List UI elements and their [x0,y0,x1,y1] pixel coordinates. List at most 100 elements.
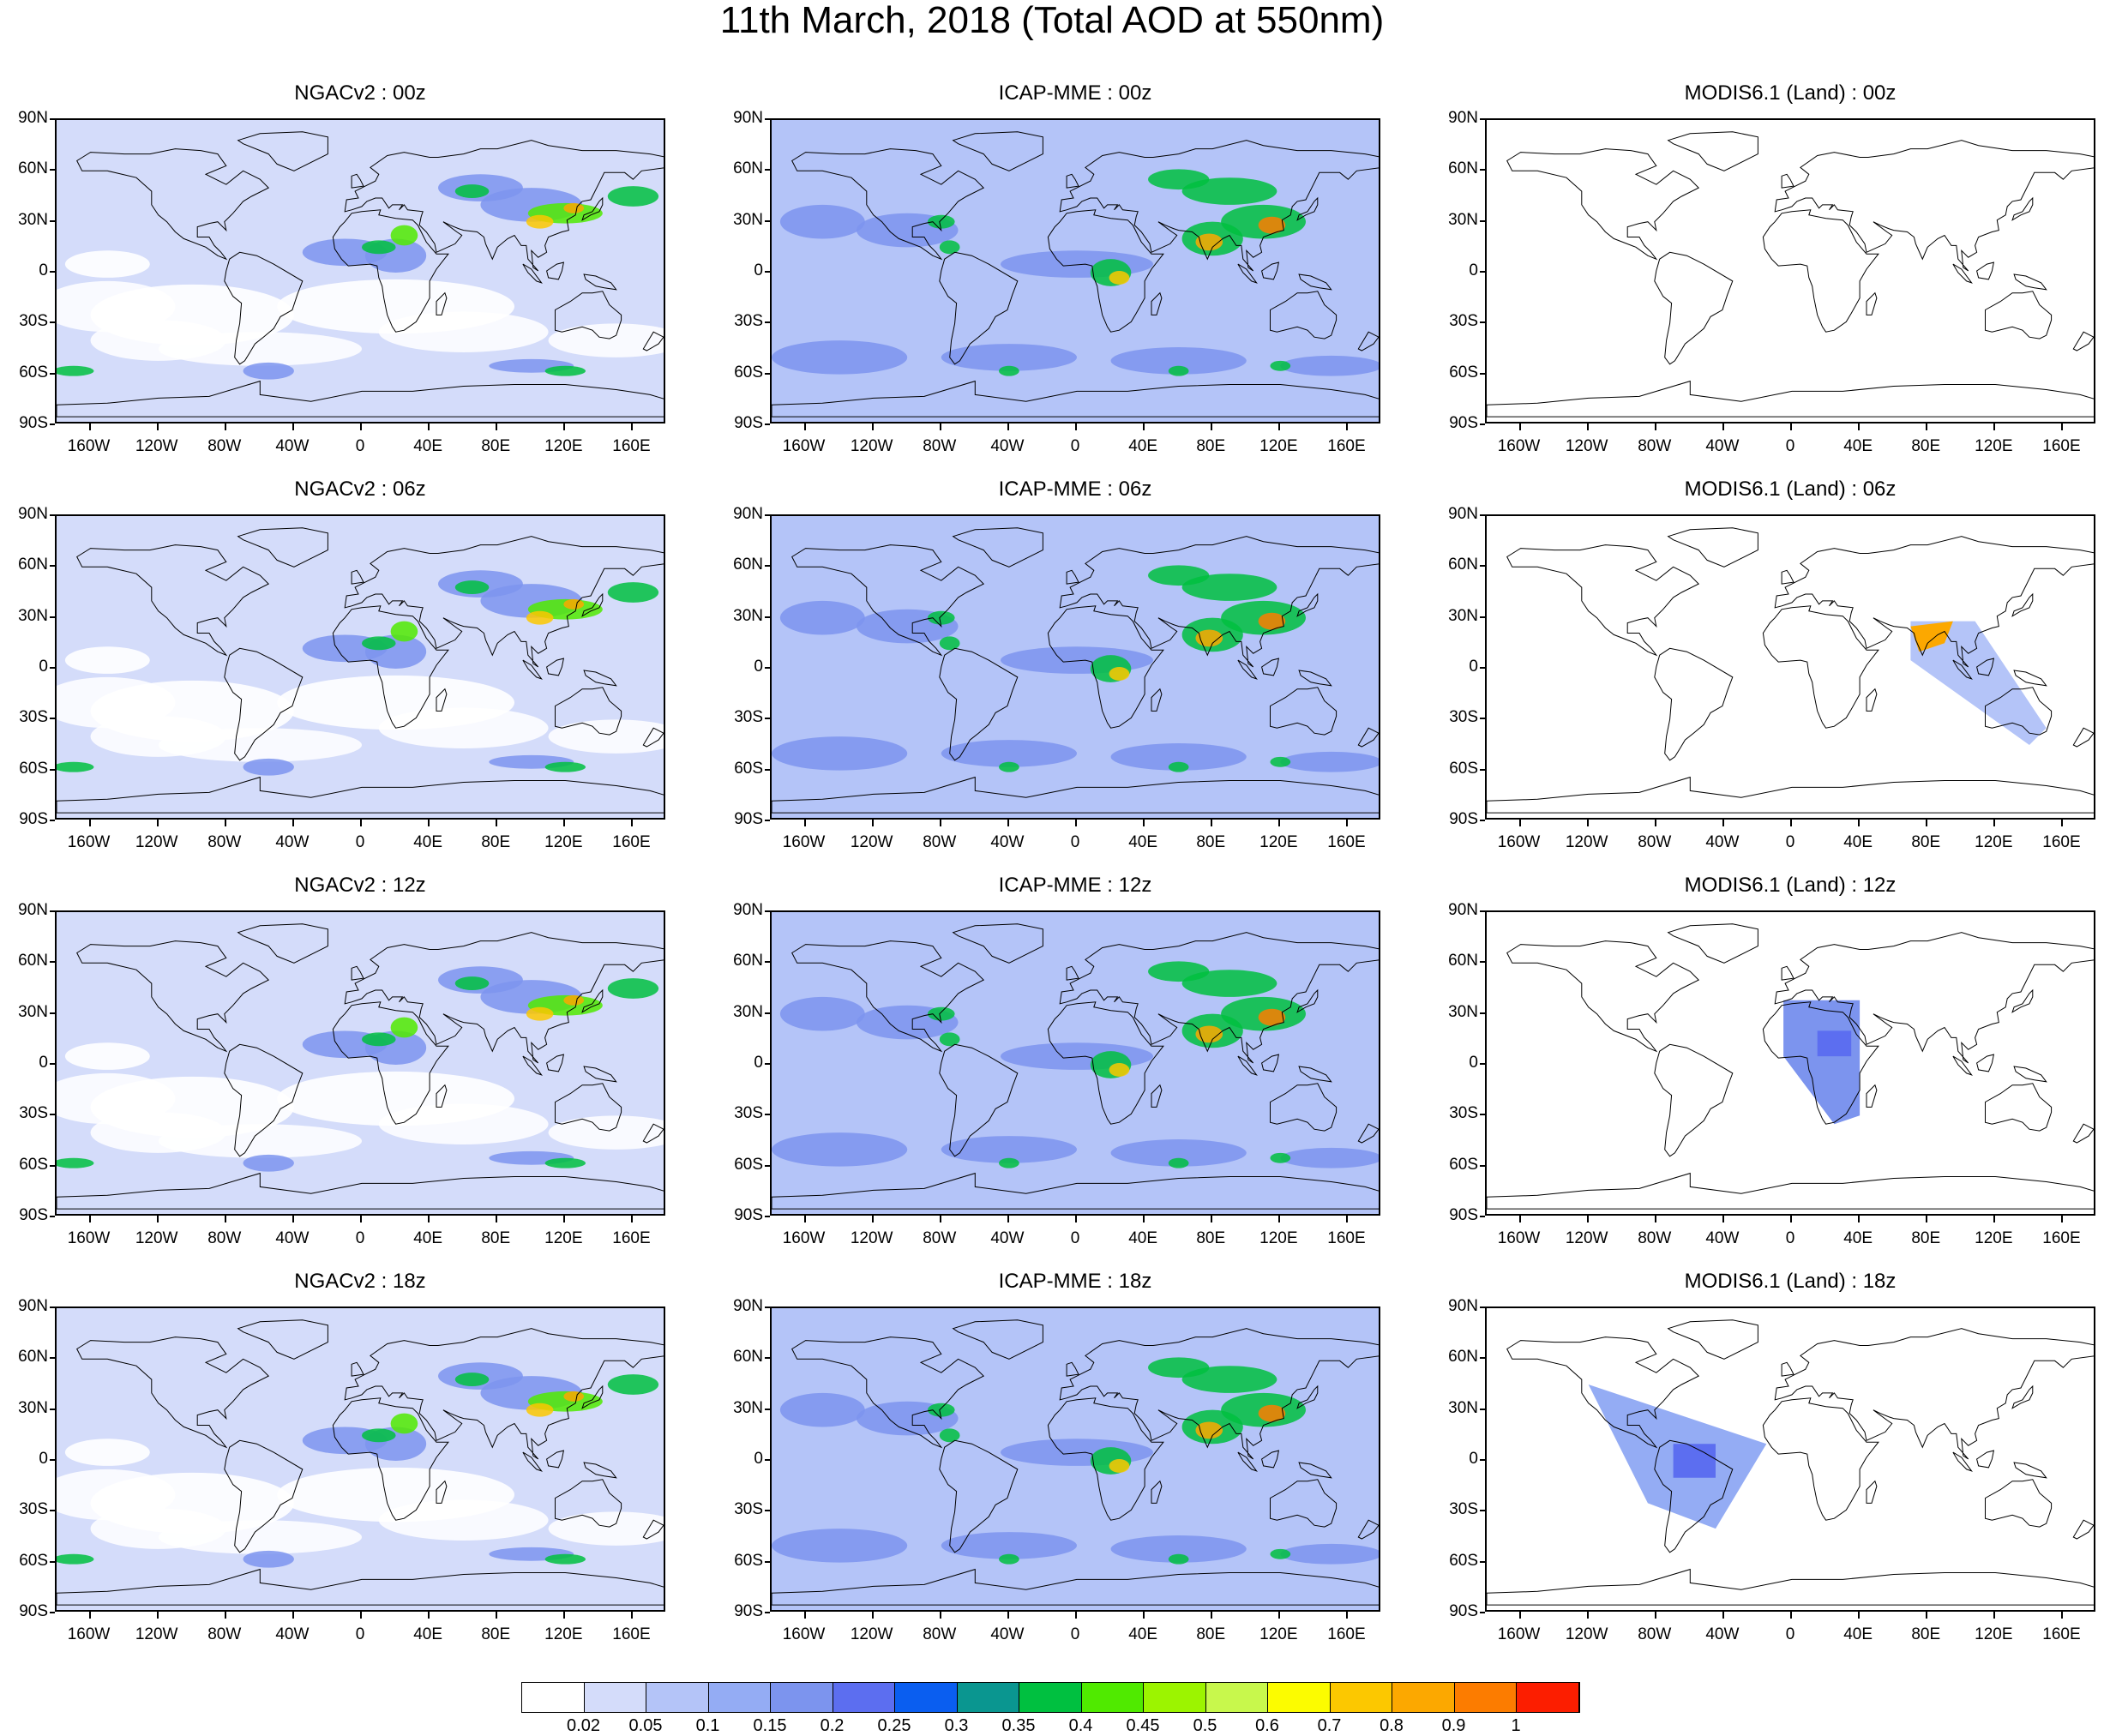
colorbar-swatch [1454,1683,1517,1712]
lon-tick [156,820,159,826]
lat-tick [50,1114,55,1116]
aod-plume [1168,761,1189,772]
lat-tick [1480,1063,1485,1065]
coastline-antarctica [1487,1172,2094,1210]
coastline-north-america [76,544,270,657]
lon-tick-label: 80E [1196,437,1226,455]
lon-tick-label: 120E [544,1229,583,1247]
lat-tick [50,372,55,375]
colorbar-label: 0.7 [1317,1716,1342,1735]
coastline-eurasia [344,536,664,668]
aod-plume [1195,233,1223,251]
lat-tick-label: 60S [734,759,763,778]
lon-tick [224,423,226,430]
aod-plume [390,621,418,642]
lon-tick [1143,1612,1145,1619]
coastline-uk [351,1361,364,1377]
lon-tick-label: 160W [67,437,111,455]
aod-plume [772,340,908,375]
aod-plume [57,1072,176,1125]
coastline-australia [1985,291,2053,339]
lon-tick [803,423,806,430]
aod-plume [548,1511,664,1546]
aod-plume [548,323,664,357]
coastline-north-america [791,1337,985,1449]
coastline-north-america [791,148,985,261]
lat-tick [1480,667,1485,669]
coastline-new-guinea [583,1066,617,1083]
lon-tick-label: 80W [1638,437,1672,455]
lat-tick [1480,1216,1485,1217]
coastline-eurasia [1059,140,1379,272]
coastline-sumatra [1952,659,1973,680]
lat-tick [765,1063,770,1065]
lat-tick-label: 60S [734,363,763,381]
lon-tick-label: 80E [1196,1229,1226,1247]
lon-tick-label: 40W [275,437,310,455]
map-panel: NGACv2 : 06z 90N 60N 30N 0 30S 60S 90S 160W 120W 8… [18,478,665,851]
lon-tick [939,820,941,826]
lat-tick-label: 90N [18,901,48,919]
aod-field-background [57,120,664,422]
lat-tick [50,423,55,425]
colorbar-label: 0.4 [1068,1716,1093,1735]
aod-plume [362,1428,396,1443]
lon-tick [224,1612,226,1619]
coastline-madagascar [1151,688,1163,712]
lat-tick-label: 30S [19,1104,48,1123]
coastline-antarctica [1487,1568,2094,1606]
map-frame [55,514,665,820]
lon-tick [1790,820,1792,826]
lat-tick [1480,219,1485,222]
aod-plume [362,240,396,255]
lat-tick-label: 90S [734,810,763,828]
lat-tick [50,271,55,273]
lon-tick-label: 120W [135,833,178,851]
lon-tick-label: 40E [413,1229,443,1247]
map-canvas [1487,912,2094,1214]
coastline-sumatra [1237,263,1258,284]
lon-tick-label: 40W [1705,437,1740,455]
aod-plume [1181,970,1277,997]
lon-tick-label: 40W [275,833,310,851]
aod-plume [927,1006,955,1021]
lon-tick-label: 0 [355,1229,365,1247]
lon-tick [1075,1216,1077,1222]
lon-tick-label: 160W [1497,1625,1541,1643]
lat-tick [50,667,55,669]
lat-tick-label: 30N [733,1002,763,1021]
lat-tick [50,1357,55,1360]
aod-plume [999,365,1019,376]
modis-swath [1910,621,2047,745]
lon-tick [360,1216,362,1222]
lat-tick-label: 30N [18,1398,48,1417]
map-frame [55,1307,665,1612]
coastline-antarctica [57,1568,664,1606]
lon-tick [1993,423,1996,430]
aod-plume [772,1529,908,1563]
map-frame [1485,910,2095,1216]
aod-plume [1270,360,1291,371]
lat-tick-label: 30S [1449,708,1478,727]
coastline-new-zealand [2072,331,2094,351]
coastline-north-america [76,940,270,1053]
coastline-africa [1762,605,1879,729]
lon-tick-label: 160E [1327,1229,1366,1247]
coastline-japan [2011,988,2034,1013]
low-aod-region [64,1042,150,1070]
aod-plume [941,740,1077,767]
lat-tick [765,1307,770,1308]
aod-plume [390,225,418,246]
aod-plume [1148,1357,1210,1379]
aod-plume [1258,1008,1286,1026]
lon-tick-label: 160W [1497,1229,1541,1247]
lat-tick [1480,1612,1485,1613]
panel-title: NGACv2 : 12z [294,874,426,897]
coastline-madagascar [436,291,448,315]
coastline-north-america [76,1337,270,1449]
coastline-eurasia [344,140,664,272]
aod-field-background [57,1308,664,1610]
coastline-australia [1985,687,2053,736]
lon-tick-label: 160W [67,1625,111,1643]
lon-tick-label: 120E [1259,833,1298,851]
